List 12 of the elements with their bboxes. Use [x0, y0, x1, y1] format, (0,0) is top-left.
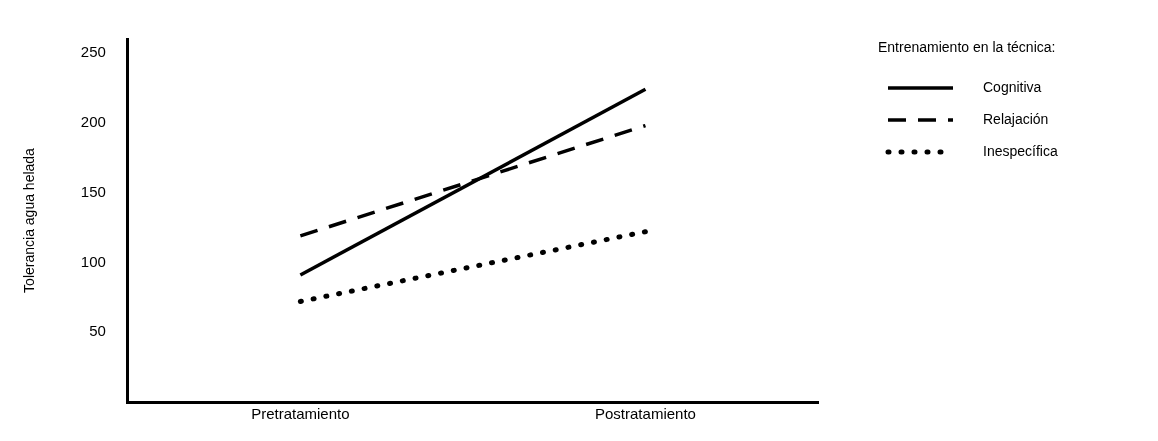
x-tick-label: Pretratamiento — [251, 405, 350, 423]
legend-title: Entrenamiento en la técnica: — [878, 38, 1056, 55]
legend-label: Cognitiva — [983, 78, 1042, 95]
y-tick-label: 250 — [80, 43, 106, 61]
legend-label: Inespecífica — [983, 142, 1058, 159]
legend-label: Relajación — [983, 110, 1049, 127]
y-tick-label: 50 — [89, 322, 106, 340]
y-tick-label: 200 — [80, 112, 106, 130]
x-tick-label: Postratamiento — [595, 405, 696, 423]
y-tick-label: 100 — [80, 252, 106, 270]
y-axis-title: Tolerancia agua helada — [21, 147, 38, 293]
y-tick-label: 150 — [80, 182, 106, 200]
